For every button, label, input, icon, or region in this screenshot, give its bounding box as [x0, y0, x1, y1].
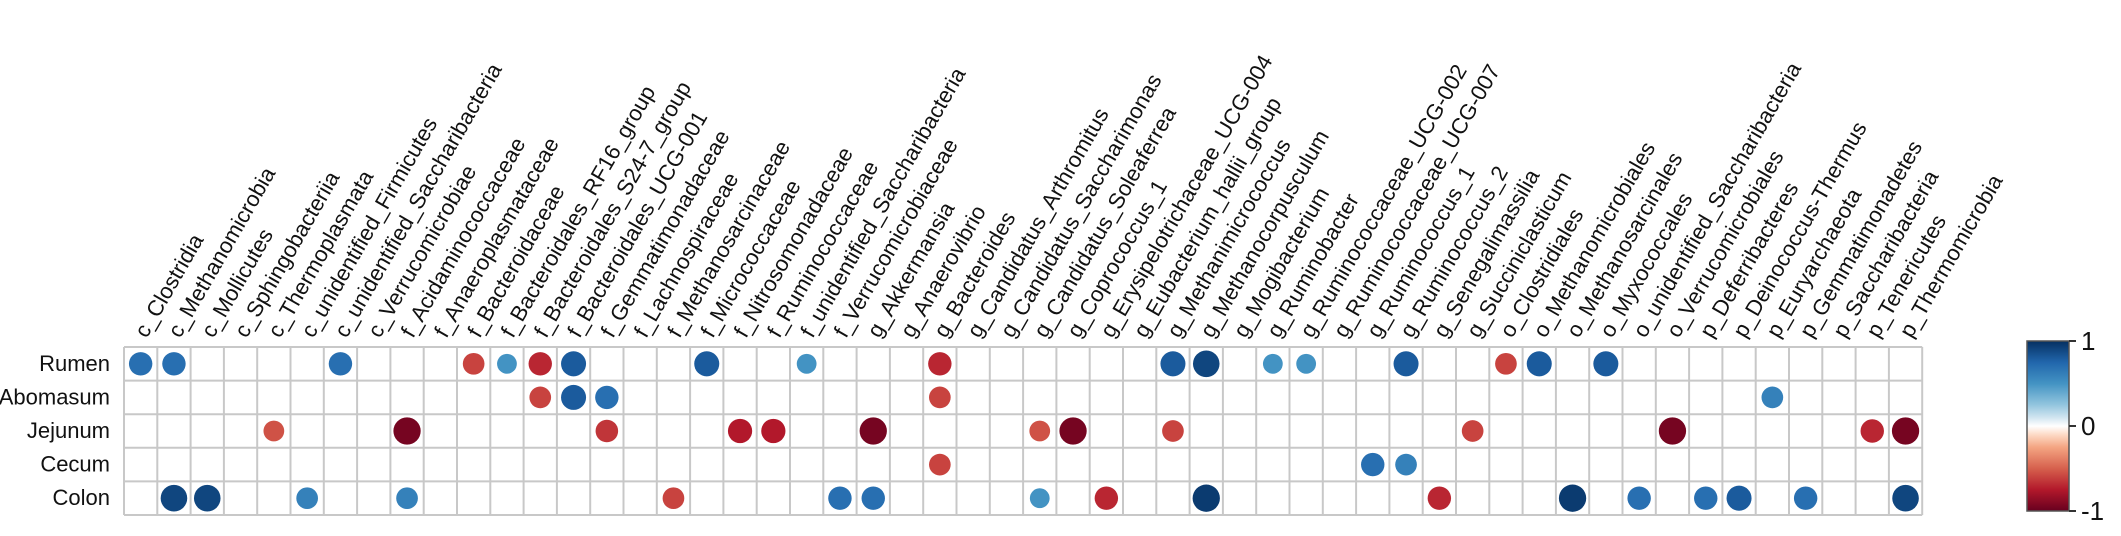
heatmap-circles: [128, 350, 1920, 512]
heatmap-cell-circle: [761, 418, 786, 444]
colorbar-legend: 1 0 -1: [2026, 326, 2104, 526]
heatmap-cell-circle: [263, 420, 285, 442]
heatmap-cell-circle: [1162, 420, 1184, 442]
row-label: Cecum: [40, 452, 110, 477]
heatmap-cell-circle: [1059, 417, 1087, 445]
heatmap-cell-circle: [1395, 453, 1417, 476]
heatmap-cell-circle: [1593, 351, 1619, 377]
heatmap-cell-circle: [162, 352, 186, 376]
heatmap-cell-circle: [1860, 419, 1884, 443]
row-label: Colon: [53, 485, 110, 510]
heatmap-cell-circle: [1192, 350, 1220, 378]
heatmap-cell-circle: [1694, 486, 1718, 510]
heatmap-cell-circle: [128, 352, 153, 376]
heatmap-cell-circle: [1526, 351, 1552, 377]
heatmap-cell-circle: [727, 418, 753, 444]
heatmap-cell-circle: [160, 484, 188, 512]
heatmap-cell-circle: [1761, 386, 1784, 409]
heatmap-cell-circle: [929, 453, 951, 476]
heatmap-cell-circle: [497, 353, 517, 374]
row-label: Jejunum: [27, 418, 110, 443]
colorbar-tick-label: -1: [2081, 496, 2104, 526]
heatmap-cell-circle: [694, 351, 720, 377]
heatmap-cell-circle: [1495, 352, 1517, 375]
colorbar-gradient: [2026, 340, 2070, 512]
heatmap-cell-circle: [929, 386, 951, 409]
heatmap-cell-circle: [528, 352, 552, 376]
heatmap-cell-circle: [396, 487, 418, 510]
heatmap-cell-circle: [1160, 351, 1186, 377]
heatmap-cell-circle: [928, 352, 952, 376]
heatmap-cell-circle: [193, 484, 221, 512]
heatmap-cell-circle: [561, 384, 587, 410]
heatmap-cell-circle: [595, 385, 619, 410]
heatmap-cell-circle: [1029, 488, 1050, 509]
heatmap-cell-circle: [1726, 485, 1752, 511]
heatmap-cell-circle: [328, 352, 353, 376]
heatmap-cell-circle: [1296, 353, 1317, 374]
heatmap-cell-circle: [1558, 484, 1587, 512]
heatmap-cell-circle: [1393, 351, 1419, 377]
heatmap-cell-circle: [1793, 486, 1818, 510]
heatmap-cell-circle: [1658, 417, 1687, 445]
heatmap-cell-circle: [393, 417, 421, 445]
heatmap-cell-circle: [1627, 486, 1651, 510]
heatmap-cell-circle: [1262, 353, 1283, 374]
colorbar-tick-label: 1: [2081, 326, 2095, 356]
heatmap-cell-circle: [1094, 486, 1119, 510]
heatmap-cell-circle: [859, 417, 887, 445]
row-labels: Rumen Abomasum Jejunum Cecum Colon: [0, 351, 110, 510]
heatmap-cell-circle: [1461, 420, 1484, 442]
heatmap-cell-circle: [1891, 417, 1920, 445]
heatmap-cell-circle: [529, 386, 552, 409]
colorbar-tick-label: 0: [2081, 411, 2095, 441]
heatmap-cell-circle: [662, 487, 685, 510]
heatmap-cell-circle: [828, 486, 852, 510]
heatmap-cell-circle: [561, 351, 587, 377]
heatmap-cell-circle: [462, 352, 485, 375]
row-label: Rumen: [39, 351, 110, 376]
heatmap-cell-circle: [1892, 484, 1919, 512]
heatmap-cell-circle: [1029, 420, 1051, 442]
heatmap-cell-circle: [1427, 486, 1452, 510]
column-labels: c_Clostridiac_Methanomicrobiac_Mollicute…: [129, 50, 2008, 341]
heatmap-grid: [123, 346, 1924, 516]
heatmap-cell-circle: [595, 419, 619, 443]
row-label: Abomasum: [0, 384, 110, 409]
heatmap-cell-circle: [861, 486, 885, 510]
heatmap-cell-circle: [796, 353, 817, 374]
heatmap-cell-circle: [1361, 452, 1385, 477]
heatmap-cell-circle: [1192, 484, 1220, 512]
heatmap-cell-circle: [296, 487, 318, 510]
